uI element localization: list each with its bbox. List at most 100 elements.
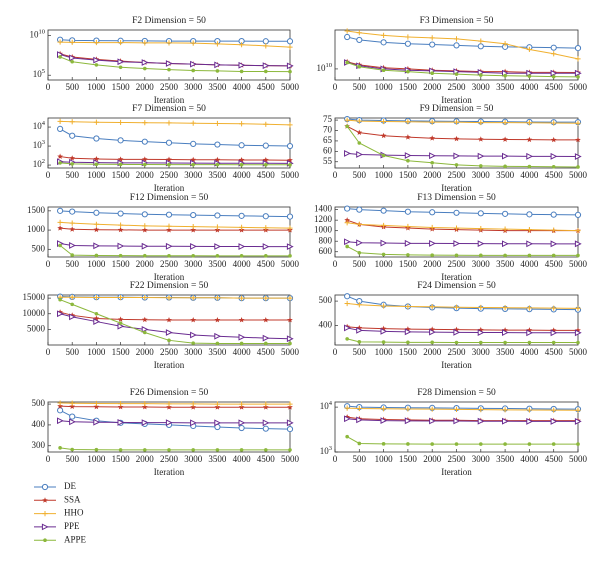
tick-base: 10	[33, 159, 43, 169]
marker	[190, 227, 197, 233]
marker	[57, 207, 64, 214]
marker	[141, 138, 148, 145]
marker	[263, 43, 269, 49]
tick-exponent: 4	[42, 121, 46, 128]
marker	[429, 41, 436, 48]
marker	[165, 211, 173, 218]
marker	[57, 125, 64, 133]
x-tick-label: 3500	[208, 82, 227, 92]
x-tick-label: 4500	[545, 82, 564, 92]
marker	[264, 448, 268, 452]
marker	[288, 254, 292, 258]
x-axis-label: Iteration	[441, 467, 472, 477]
marker	[165, 419, 173, 427]
marker	[263, 401, 269, 407]
marker	[381, 303, 387, 309]
marker	[287, 44, 293, 50]
marker	[478, 304, 484, 311]
marker	[239, 121, 245, 127]
marker	[576, 165, 580, 169]
x-tick-label: 3500	[208, 454, 227, 464]
marker	[117, 419, 125, 426]
y-tick-label: 104	[33, 121, 46, 132]
x-tick-label: 2000	[136, 259, 155, 269]
marker	[429, 135, 436, 141]
marker	[238, 142, 245, 149]
marker	[527, 442, 532, 446]
x-tick-label: 3500	[208, 170, 227, 180]
marker	[380, 239, 388, 247]
x-tick-label: 2000	[136, 454, 155, 464]
marker	[214, 243, 222, 250]
x-tick-label: 2500	[160, 82, 179, 92]
marker	[142, 223, 148, 229]
x-tick-label: 4500	[257, 82, 276, 92]
marker	[58, 297, 62, 302]
marker	[454, 442, 459, 446]
marker	[214, 141, 221, 148]
marker	[287, 157, 293, 163]
marker	[239, 295, 245, 301]
marker	[406, 158, 410, 163]
series-line	[346, 125, 578, 141]
marker	[526, 152, 534, 160]
x-tick-label: 4500	[257, 454, 276, 464]
marker	[262, 213, 269, 220]
marker	[141, 242, 149, 250]
marker	[502, 41, 508, 47]
y-tick-label: 75	[323, 114, 333, 124]
marker	[503, 73, 507, 78]
marker	[288, 69, 292, 74]
x-tick-label: 0	[333, 454, 338, 464]
marker	[93, 403, 100, 410]
marker	[57, 153, 63, 159]
marker	[69, 294, 75, 300]
marker	[345, 244, 349, 249]
marker	[239, 69, 244, 74]
x-axis-label: Iteration	[441, 272, 472, 282]
marker	[93, 315, 100, 321]
marker	[381, 252, 386, 257]
marker	[550, 152, 558, 160]
tick-base: 10	[33, 121, 43, 131]
marker	[453, 36, 460, 42]
y-tick-label: 5000	[27, 323, 46, 333]
x-tick-label: 2000	[423, 454, 442, 464]
marker	[190, 140, 197, 147]
x-tick-label: 4500	[545, 347, 564, 357]
marker	[526, 327, 533, 333]
marker	[117, 156, 124, 162]
marker	[166, 223, 172, 229]
marker	[345, 124, 349, 129]
marker	[550, 69, 558, 77]
marker	[214, 120, 220, 127]
marker	[286, 62, 294, 70]
x-tick-label: 3000	[184, 170, 203, 180]
marker	[576, 340, 580, 345]
marker	[93, 418, 101, 426]
marker	[502, 417, 509, 425]
marker	[526, 136, 533, 143]
x-tick-label: 5000	[281, 170, 300, 180]
marker	[264, 341, 268, 346]
x-tick-label: 5000	[281, 347, 300, 357]
x-tick-label: 0	[46, 259, 51, 269]
x-tick-label: 1000	[375, 259, 394, 269]
marker	[41, 483, 49, 491]
marker	[453, 119, 460, 125]
marker	[69, 226, 76, 232]
series-line	[346, 62, 579, 78]
x-tick-label: 3500	[496, 347, 515, 357]
x-tick-label: 1000	[87, 347, 106, 357]
marker	[93, 119, 99, 125]
marker	[404, 328, 412, 336]
marker	[143, 330, 147, 335]
marker	[167, 162, 171, 167]
x-tick-label: 3000	[472, 170, 491, 180]
legend-label: PPE	[64, 521, 80, 531]
x-tick-label: 3000	[472, 454, 491, 464]
x-tick-label: 4000	[520, 82, 539, 92]
x-axis-label: Iteration	[154, 272, 185, 282]
marker	[574, 44, 582, 52]
x-tick-label: 3500	[496, 170, 515, 180]
